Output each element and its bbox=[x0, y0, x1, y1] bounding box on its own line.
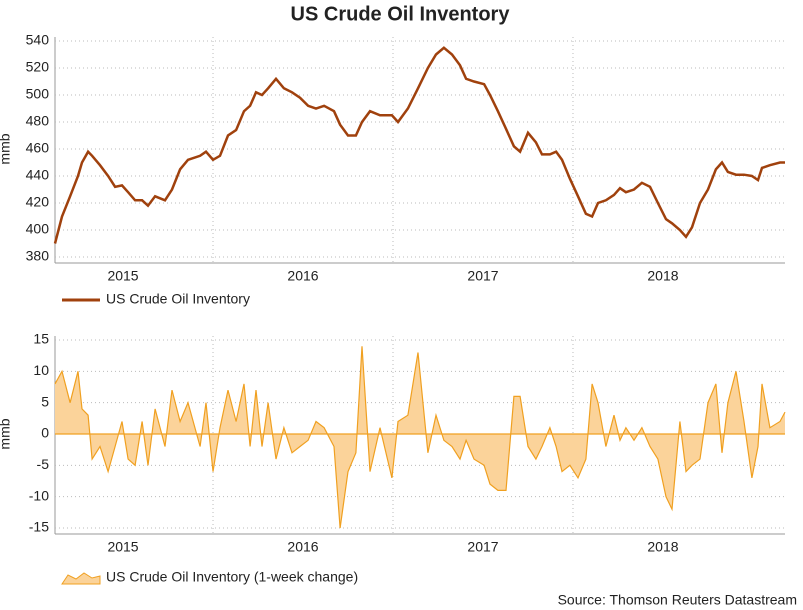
y-tick-label: 540 bbox=[26, 32, 50, 48]
source: Source: Thomson Reuters Datastream bbox=[558, 592, 797, 608]
y-tick-label: 520 bbox=[26, 59, 50, 75]
y-tick-label: -10 bbox=[29, 487, 49, 503]
y-tick-label: 440 bbox=[26, 167, 50, 183]
y-tick-label: 0 bbox=[41, 425, 49, 441]
legend-swatch bbox=[61, 572, 101, 585]
y-tick-label: 5 bbox=[41, 393, 49, 409]
area-line bbox=[54, 346, 786, 529]
y-tick-label: 460 bbox=[26, 140, 50, 156]
y-tick-label: 10 bbox=[33, 362, 49, 378]
x-tick-label: 2016 bbox=[287, 539, 318, 555]
y-tick-label: -5 bbox=[37, 456, 50, 472]
x-tick-label: 2018 bbox=[647, 539, 678, 555]
y-tick-label: 500 bbox=[26, 86, 50, 102]
legend-label: US Crude Oil Inventory bbox=[106, 291, 250, 307]
x-tick-label: 2017 bbox=[467, 268, 498, 284]
y-tick-label: -15 bbox=[29, 519, 49, 535]
x-tick-label: 2018 bbox=[647, 268, 678, 284]
x-tick-label: 2016 bbox=[287, 268, 318, 284]
x-tick-label: 2017 bbox=[467, 539, 498, 555]
line bbox=[53, 46, 785, 244]
x-tick-label: 2015 bbox=[107, 539, 138, 555]
y-axis-label: mmb bbox=[0, 133, 13, 164]
y-tick-label: 400 bbox=[26, 221, 50, 237]
y-tick-label: 480 bbox=[26, 113, 50, 129]
y-tick-label: 420 bbox=[26, 194, 50, 210]
chart-title: US Crude Oil Inventory bbox=[291, 3, 511, 25]
y-axis-label: mmb bbox=[0, 418, 13, 449]
y-tick-label: 380 bbox=[26, 248, 50, 264]
y-tick-label: 15 bbox=[33, 331, 49, 347]
legend-label: US Crude Oil Inventory (1-week change) bbox=[106, 569, 358, 585]
x-tick-label: 2015 bbox=[107, 268, 138, 284]
